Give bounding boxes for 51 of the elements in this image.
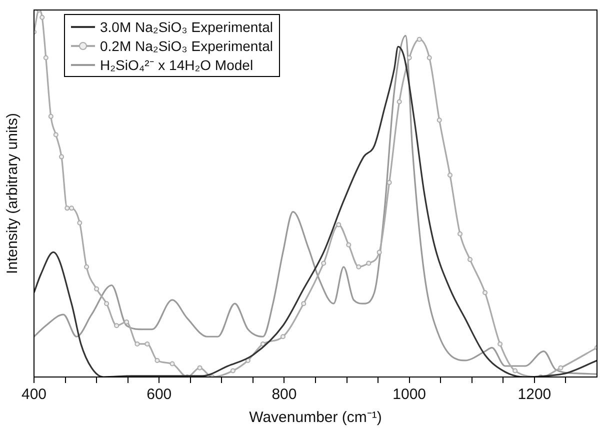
point bbox=[124, 319, 130, 324]
point bbox=[230, 368, 236, 374]
point bbox=[447, 172, 452, 178]
point bbox=[512, 368, 518, 374]
point bbox=[386, 180, 392, 185]
point bbox=[64, 206, 70, 211]
point bbox=[416, 36, 422, 42]
point bbox=[558, 365, 564, 370]
y-axis-title: Intensity (arbitrary units) bbox=[4, 113, 22, 274]
x-tick-label: 1000 bbox=[392, 386, 426, 404]
point bbox=[77, 220, 82, 226]
point bbox=[197, 365, 202, 370]
point bbox=[406, 55, 412, 60]
point bbox=[94, 286, 100, 292]
legend-label: H₂SiO₄²⁻ x 14H₂O Model bbox=[100, 56, 254, 74]
point bbox=[260, 341, 266, 346]
point bbox=[301, 301, 306, 306]
x-tick-label: 1200 bbox=[518, 386, 552, 404]
point bbox=[114, 323, 120, 328]
point bbox=[280, 334, 286, 340]
point bbox=[498, 341, 503, 346]
point bbox=[436, 118, 442, 123]
point bbox=[396, 99, 402, 104]
point bbox=[104, 301, 110, 306]
point bbox=[336, 222, 342, 228]
point bbox=[53, 132, 58, 138]
point bbox=[84, 264, 90, 270]
point bbox=[458, 231, 463, 236]
point bbox=[134, 341, 140, 346]
x-tick-label: 600 bbox=[146, 386, 172, 404]
point bbox=[321, 260, 326, 266]
x-axis-title: Wavenumber (cm⁻¹) bbox=[249, 409, 382, 426]
point bbox=[144, 341, 150, 346]
point bbox=[356, 264, 362, 270]
point bbox=[59, 154, 64, 160]
x-tick-label: 800 bbox=[272, 386, 297, 404]
point bbox=[426, 55, 432, 60]
point bbox=[40, 14, 45, 20]
point bbox=[69, 206, 74, 211]
point bbox=[482, 290, 488, 296]
point bbox=[376, 250, 382, 255]
legend-label: 3.0M Na₂SiO₃ Experimental bbox=[100, 18, 273, 34]
legend-label: 0.2M Na₂SiO₃ Experimental bbox=[100, 38, 273, 54]
point bbox=[366, 260, 372, 266]
point bbox=[468, 257, 473, 262]
x-tick-label: 400 bbox=[21, 386, 47, 404]
point bbox=[43, 55, 48, 60]
point bbox=[154, 358, 160, 363]
point bbox=[48, 114, 54, 119]
point bbox=[346, 242, 352, 248]
point bbox=[170, 361, 175, 366]
